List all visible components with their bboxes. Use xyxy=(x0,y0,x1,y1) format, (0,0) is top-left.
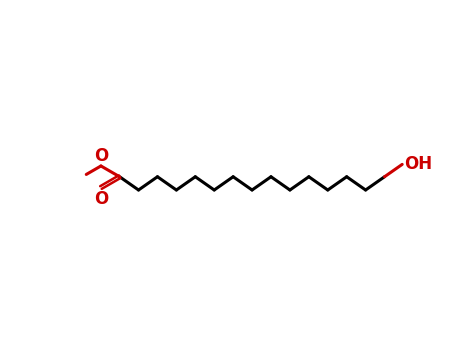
Text: O: O xyxy=(94,147,108,165)
Text: OH: OH xyxy=(404,155,432,173)
Text: O: O xyxy=(94,190,108,208)
